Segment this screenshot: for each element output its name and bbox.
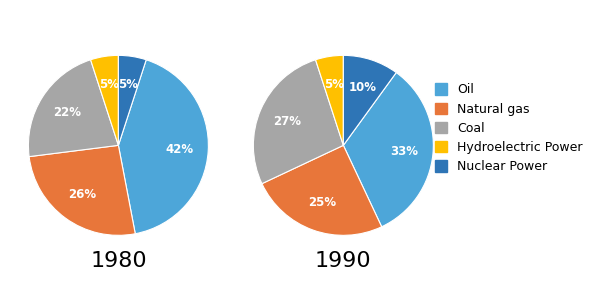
Wedge shape xyxy=(118,60,208,234)
Title: 1990: 1990 xyxy=(315,251,372,272)
Text: 10%: 10% xyxy=(348,81,377,94)
Legend: Oil, Natural gas, Coal, Hydroelectric Power, Nuclear Power: Oil, Natural gas, Coal, Hydroelectric Po… xyxy=(435,83,583,173)
Wedge shape xyxy=(91,55,118,145)
Text: 33%: 33% xyxy=(390,144,419,158)
Text: 5%: 5% xyxy=(99,78,119,91)
Text: 27%: 27% xyxy=(273,115,301,128)
Text: 26%: 26% xyxy=(68,188,96,201)
Wedge shape xyxy=(118,55,146,145)
Title: 1980: 1980 xyxy=(90,251,147,272)
Wedge shape xyxy=(343,73,433,227)
Text: 5%: 5% xyxy=(324,78,344,91)
Text: 42%: 42% xyxy=(165,143,194,156)
Wedge shape xyxy=(28,60,118,157)
Text: 25%: 25% xyxy=(308,196,337,209)
Wedge shape xyxy=(253,60,343,184)
Wedge shape xyxy=(343,55,396,145)
Text: 5%: 5% xyxy=(118,78,138,91)
Wedge shape xyxy=(29,145,135,235)
Text: 22%: 22% xyxy=(53,106,81,119)
Wedge shape xyxy=(316,55,343,145)
Wedge shape xyxy=(262,145,382,235)
